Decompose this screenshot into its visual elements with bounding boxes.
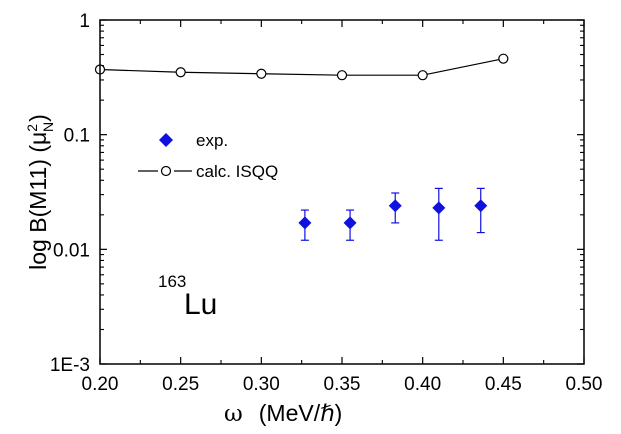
legend-calc-label: calc. ISQQ <box>196 162 278 181</box>
y-tick-label: 1E-3 <box>50 355 90 376</box>
svg-text:ω(MeV/ℏ): ω (MeV/ℏ) <box>224 400 342 427</box>
x-tick-label: 0.20 <box>82 374 119 395</box>
nuclide-annotation: 163 Lu <box>158 272 217 321</box>
nuclide-mass-number: 163 <box>158 272 186 291</box>
calc-series <box>94 53 509 81</box>
calc-point <box>417 70 428 81</box>
x-tick-label: 0.50 <box>566 374 603 395</box>
exp-series <box>298 187 488 241</box>
calc-point <box>256 68 267 79</box>
calc-point <box>336 70 348 81</box>
x-tick-label: 0.25 <box>162 374 199 395</box>
x-axis-title: ω (MeV/ℏ) <box>224 400 342 427</box>
axis-tick-labels: 0.20 0.25 0.30 0.35 0.40 0.45 0.50 1E-3 0.01 0.1 1 <box>50 11 603 395</box>
legend-exp-marker <box>159 133 173 147</box>
y-tick-label: 1 <box>79 11 90 32</box>
x-tick-label: 0.30 <box>243 374 280 395</box>
y-tick-label: 0.01 <box>53 240 90 261</box>
calc-point <box>498 53 509 64</box>
x-axis-title-omega: ω <box>224 401 243 427</box>
exp-point <box>298 216 312 230</box>
exp-point <box>343 216 357 230</box>
y-axis-title-suffix: ) <box>25 114 51 122</box>
nuclide-symbol: Lu <box>184 288 217 321</box>
legend: exp. calc. ISQQ <box>138 131 278 181</box>
exp-point <box>432 201 446 215</box>
exp-point <box>474 199 488 213</box>
exp-point <box>388 199 402 213</box>
y-axis-title-prefix: log B(M11) (μ <box>25 132 51 270</box>
legend-exp-label: exp. <box>196 131 228 150</box>
y-tick-label: 0.1 <box>64 126 90 147</box>
x-tick-label: 0.40 <box>404 374 441 395</box>
calc-line <box>99 58 504 76</box>
y-axis-title-sub: N <box>40 122 56 132</box>
calc-point <box>175 67 186 78</box>
x-axis-title-unit: (MeV/ℏ) <box>259 400 343 426</box>
x-tick-label: 0.45 <box>485 374 522 395</box>
svg-text:log B(M11) (μ2N): log B(M11) (μ2N) <box>24 114 56 270</box>
y-axis-title-sup: 2 <box>24 124 40 132</box>
x-tick-label: 0.35 <box>324 374 361 395</box>
plot-frame <box>99 19 585 365</box>
y-axis-title: log B(M11) (μ2N) <box>24 114 56 270</box>
legend-calc-marker <box>160 165 172 177</box>
